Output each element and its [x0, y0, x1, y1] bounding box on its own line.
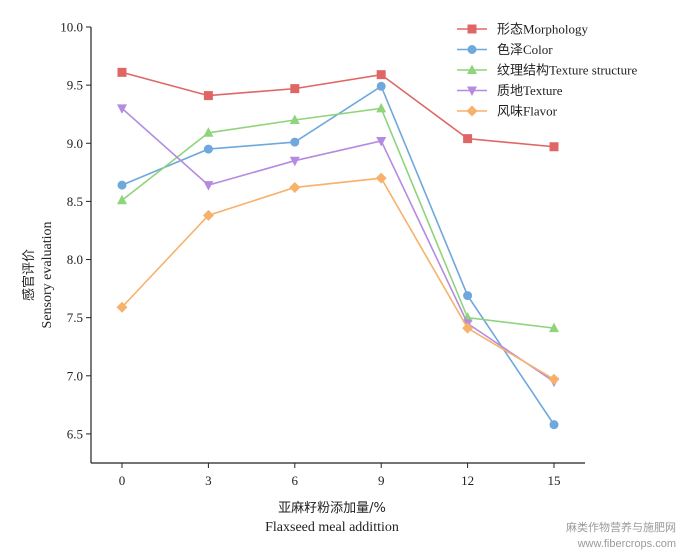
data-point: [290, 137, 300, 147]
x-tick-label: 12: [461, 473, 474, 488]
data-point: [289, 156, 300, 167]
y-tick-label: 7.5: [67, 310, 83, 325]
data-point: [117, 104, 127, 114]
data-point: [116, 301, 128, 313]
x-tick-label: 0: [119, 473, 126, 488]
series-group: [116, 67, 560, 430]
legend-label: 质地Texture: [497, 83, 563, 98]
data-point: [117, 67, 127, 77]
y-tick-label: 9.0: [67, 136, 83, 151]
data-point: [203, 181, 214, 191]
data-point: [203, 127, 214, 137]
y-tick-label: 8.5: [67, 194, 83, 209]
data-point: [117, 194, 127, 205]
data-point: [376, 81, 386, 91]
legend-item: 纹理结构Texture structure: [457, 63, 637, 78]
y-tick-label: 8.0: [67, 252, 83, 267]
legend-marker: [466, 105, 478, 117]
series-line: [121, 177, 555, 380]
series-2: [117, 81, 559, 430]
x-tick-label: 6: [292, 473, 299, 488]
series-line: [121, 85, 555, 426]
legend-marker: [467, 45, 477, 54]
data-point: [548, 373, 560, 385]
y-tick-label: 10.0: [60, 20, 83, 35]
x-axis-title-chinese: 亚麻籽粉添加量/%: [278, 501, 386, 516]
y-tick-label: 9.5: [67, 78, 83, 93]
legend-label: 风味Flavor: [497, 104, 558, 119]
x-axis-title-english: Flaxseed meal addittion: [265, 520, 399, 535]
data-point: [289, 114, 300, 125]
data-point: [375, 172, 387, 184]
data-point: [549, 142, 559, 152]
watermark-site-url: www.fibercrops.com: [577, 538, 676, 550]
data-point: [117, 180, 127, 190]
y-axis-title-chinese: 感官评价: [21, 249, 37, 301]
data-point: [203, 144, 213, 154]
legend-marker: [467, 24, 477, 34]
legend-item: 形态Morphology: [457, 22, 589, 37]
data-point: [202, 209, 214, 221]
data-point: [463, 134, 473, 144]
series-3: [117, 102, 559, 333]
data-point: [290, 84, 300, 94]
series-line: [121, 107, 555, 383]
data-point: [376, 70, 386, 80]
legend-label: 形态Morphology: [497, 22, 589, 37]
y-axis-title-english: Sensory evaluation: [40, 222, 55, 329]
data-point: [549, 420, 559, 430]
legend-item: 风味Flavor: [457, 104, 558, 119]
watermark-site-name: 麻类作物营养与施肥网: [566, 520, 676, 534]
legend-marker: [467, 86, 477, 96]
legend-label: 色泽Color: [497, 42, 553, 57]
data-point: [549, 322, 559, 333]
series-4: [117, 104, 559, 388]
data-point: [462, 322, 474, 334]
data-point: [203, 91, 213, 101]
series-5: [116, 172, 560, 385]
data-point: [376, 136, 387, 147]
x-tick-label: 3: [205, 473, 212, 488]
legend-item: 色泽Color: [457, 42, 553, 57]
data-point: [376, 102, 387, 113]
legend-marker: [467, 64, 477, 74]
legend-label: 纹理结构Texture structure: [497, 63, 637, 78]
legend-item: 质地Texture: [457, 83, 563, 98]
series-1: [117, 67, 559, 152]
x-ticks: 0 3 6 9 12 15: [119, 463, 561, 488]
series-line: [121, 71, 555, 148]
y-tick-label: 7.0: [67, 368, 83, 383]
legend: 形态Morphology 色泽Color 纹理结构Texture structure…: [457, 22, 637, 119]
series-line: [121, 107, 555, 329]
data-point: [289, 181, 301, 193]
x-tick-label: 9: [378, 473, 385, 488]
y-tick-label: 6.5: [67, 426, 83, 441]
y-ticks: 6.5 7.0 7.5 8.0 8.5 9.0 9.5 10.0: [60, 20, 91, 441]
x-tick-label: 15: [548, 473, 561, 488]
data-point: [463, 291, 473, 301]
